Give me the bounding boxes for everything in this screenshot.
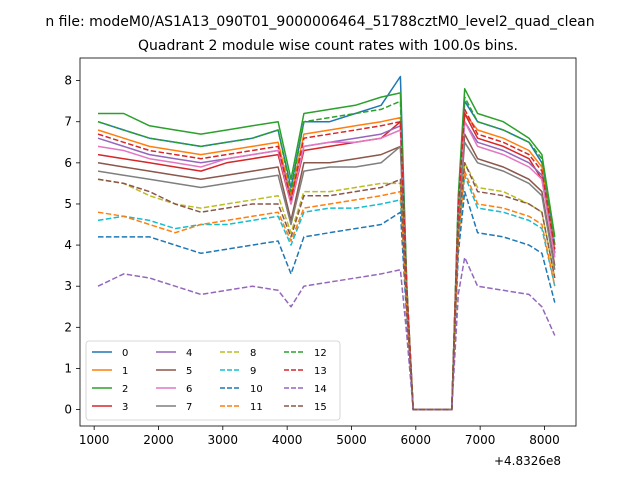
legend-label-13: 13 (314, 366, 327, 377)
x-tick-label: 5000 (336, 433, 367, 447)
y-tick-label: 1 (64, 361, 72, 375)
x-axis: 1000 2000 3000 4000 5000 6000 7000 8000 (79, 426, 560, 447)
legend-label-10: 10 (250, 384, 263, 395)
legend-label-0: 0 (122, 348, 128, 359)
legend-label-7: 7 (186, 402, 192, 413)
y-tick-label: 7 (64, 115, 72, 129)
y-tick-label: 6 (64, 156, 72, 170)
y-tick-label: 2 (64, 320, 72, 334)
legend-label-11: 11 (250, 402, 263, 413)
plot-frame (79, 57, 577, 427)
legend-label-3: 3 (122, 402, 128, 413)
y-tick-label: 0 (64, 403, 72, 417)
chart-title: Quadrant 2 module wise count rates with … (138, 38, 518, 54)
series-line-8 (97, 162, 556, 411)
series-lines (97, 75, 556, 411)
series-line-2 (98, 88, 556, 411)
legend-label-6: 6 (186, 384, 192, 395)
legend-label-12: 12 (314, 348, 327, 359)
series-line-5 (97, 133, 556, 411)
series-line-14 (97, 256, 556, 411)
series-line-15 (97, 162, 556, 411)
series-line-1 (97, 112, 556, 411)
series-line-6 (97, 120, 556, 411)
series-line-13 (97, 108, 556, 411)
y-tick-label: 3 (64, 279, 72, 293)
series-line-4 (97, 120, 556, 411)
legend-label-8: 8 (250, 348, 256, 359)
x-tick-label: 3000 (208, 433, 239, 447)
legend-label-5: 5 (186, 366, 192, 377)
series-line-9 (97, 174, 556, 411)
y-axis: 0 1 2 3 4 5 6 7 8 (64, 74, 80, 417)
x-tick-label: 4000 (272, 433, 303, 447)
series-line-10 (98, 190, 556, 411)
legend-label-15: 15 (314, 402, 327, 413)
y-tick-label: 5 (64, 197, 72, 211)
legend-label-9: 9 (250, 366, 256, 377)
x-tick-label: 1000 (79, 433, 110, 447)
x-tick-label: 6000 (401, 433, 432, 447)
x-tick-label: 7000 (465, 433, 496, 447)
y-tick-label: 4 (64, 238, 72, 252)
x-tick-label: 2000 (143, 433, 174, 447)
legend-label-4: 4 (186, 348, 192, 359)
y-tick-label: 8 (64, 74, 72, 88)
legend-label-14: 14 (314, 384, 327, 395)
series-line-11 (97, 170, 556, 411)
legend-box (85, 340, 341, 421)
legend-label-1: 1 (122, 366, 128, 377)
series-line-12 (97, 96, 556, 411)
x-tick-label: 8000 (529, 433, 560, 447)
x-offset-label: +4.8326e8 (494, 454, 561, 468)
legend-label-2: 2 (122, 384, 128, 395)
chart-suptitle: n file: modeM0/AS1A13_090T01_9000006464_… (45, 14, 594, 30)
series-line-7 (97, 141, 556, 411)
